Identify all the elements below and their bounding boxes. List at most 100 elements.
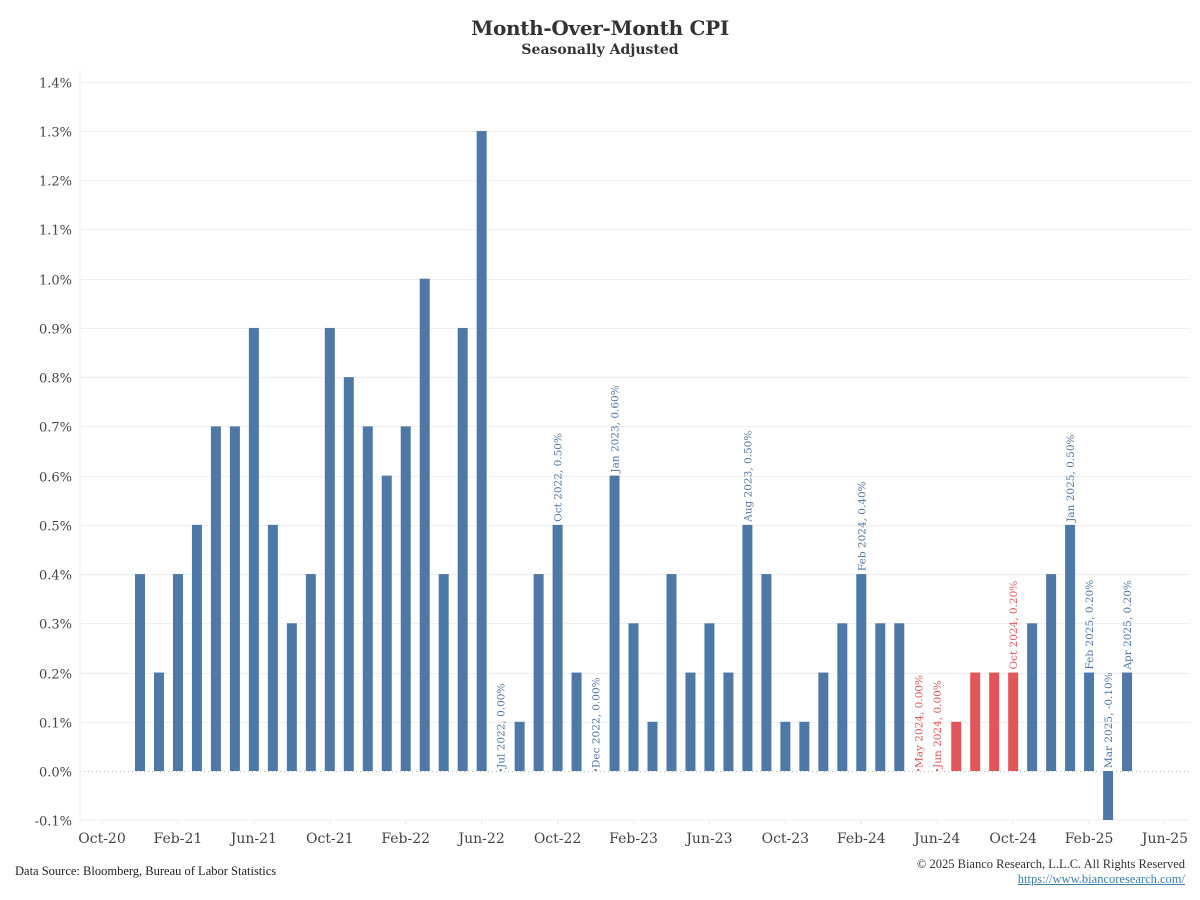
bar xyxy=(514,721,525,771)
bar xyxy=(780,721,791,771)
bar xyxy=(324,327,335,771)
x-tick-label: Jun-24 xyxy=(912,831,960,847)
bar xyxy=(742,524,753,771)
y-tick-label: 1.3% xyxy=(39,126,72,141)
bar xyxy=(457,327,468,771)
x-tick-label: Oct-24 xyxy=(989,831,1037,847)
data-label: Oct 2022, 0.50% xyxy=(553,433,565,522)
data-source: Data Source: Bloomberg, Bureau of Labor … xyxy=(15,864,277,878)
chart-subtitle: Seasonally Adjusted xyxy=(521,42,679,58)
bars xyxy=(134,131,1133,820)
bar xyxy=(761,574,772,771)
bar xyxy=(628,623,639,771)
bar xyxy=(191,524,202,771)
bar xyxy=(438,574,449,771)
y-tick-label: 0.7% xyxy=(39,421,72,436)
bar xyxy=(571,672,582,771)
bar xyxy=(989,672,1000,771)
y-tick-label: 0.0% xyxy=(39,766,72,781)
bar xyxy=(210,426,221,771)
data-label: Aug 2023, 0.50% xyxy=(742,431,754,523)
bar xyxy=(951,721,962,771)
bar xyxy=(1103,771,1114,820)
data-label: May 2024, 0.00% xyxy=(913,675,925,768)
bar xyxy=(1122,672,1133,771)
bar xyxy=(894,623,905,771)
bar xyxy=(134,574,145,771)
y-tick-label: 1.4% xyxy=(39,77,72,92)
bar xyxy=(1008,672,1019,771)
bar xyxy=(936,769,939,771)
bar xyxy=(286,623,297,771)
bar xyxy=(153,672,164,771)
y-tick-label: 0.9% xyxy=(39,323,72,338)
data-label: Jan 2023, 0.60% xyxy=(610,385,622,473)
bar xyxy=(799,721,810,771)
bar xyxy=(419,278,430,771)
gridlines xyxy=(80,82,1190,772)
bar xyxy=(400,426,411,771)
bar xyxy=(685,672,696,771)
y-tick-label: -0.1% xyxy=(35,815,72,830)
bar xyxy=(305,574,316,771)
data-label: Feb 2025, 0.20% xyxy=(1084,580,1096,670)
bar xyxy=(499,769,502,771)
bar xyxy=(666,574,677,771)
x-tick-label: Jun-21 xyxy=(229,831,277,847)
x-tick-label: Feb-23 xyxy=(609,831,658,847)
x-tick-label: Jun-25 xyxy=(1140,831,1188,847)
x-tick-label: Oct-20 xyxy=(78,831,126,847)
data-label: Jun 2024, 0.00% xyxy=(932,680,944,769)
bar xyxy=(818,672,829,771)
bar xyxy=(609,475,620,771)
bar xyxy=(917,769,920,771)
y-tick-label: 1.2% xyxy=(39,175,72,190)
data-label: Jan 2025, 0.50% xyxy=(1065,435,1077,523)
x-tick-label: Oct-21 xyxy=(306,831,354,847)
data-label: Dec 2022, 0.00% xyxy=(591,677,603,768)
x-tick-label: Feb-22 xyxy=(381,831,430,847)
y-tick-label: 0.6% xyxy=(39,471,72,486)
x-tick-label: Feb-24 xyxy=(837,831,886,847)
bar xyxy=(267,524,278,771)
bar xyxy=(647,721,658,771)
y-tick-label: 0.5% xyxy=(39,520,72,535)
x-tick-label: Oct-23 xyxy=(762,831,810,847)
website-link[interactable]: https://www.biancoresearch.com/ xyxy=(1017,872,1185,886)
bar xyxy=(1027,623,1038,771)
copyright: © 2025 Bianco Research, L.L.C. All Right… xyxy=(916,857,1185,871)
x-tick-label: Jun-22 xyxy=(457,831,505,847)
y-tick-label: 0.1% xyxy=(39,717,72,732)
bar xyxy=(533,574,544,771)
data-label: Feb 2024, 0.40% xyxy=(856,481,868,571)
bar xyxy=(594,769,597,771)
footer-credits: © 2025 Bianco Research, L.L.C. All Right… xyxy=(917,857,1185,887)
bar xyxy=(343,377,354,771)
y-tick-label: 0.3% xyxy=(39,618,72,633)
bar xyxy=(875,623,886,771)
data-labels: Jul 2022, 0.00% Oct 2022, 0.50% Dec 2022, … xyxy=(496,385,1134,769)
bar xyxy=(248,327,259,771)
bar xyxy=(229,426,240,771)
y-tick-label: 0.2% xyxy=(39,668,72,683)
bar xyxy=(1084,672,1095,771)
chart-title: Month-Over-Month CPI xyxy=(471,16,729,40)
y-axis: -0.1% 0.0% 0.1% 0.2% 0.3% 0.4% 0.5% 0.6% 0.7% 0.8… xyxy=(35,70,81,830)
x-tick-label: Jun-23 xyxy=(684,831,732,847)
bar xyxy=(476,131,487,771)
bar xyxy=(837,623,848,771)
x-tick-label: Oct-22 xyxy=(534,831,582,847)
bar xyxy=(856,574,867,771)
x-tick-label: Feb-25 xyxy=(1065,831,1114,847)
bar xyxy=(1065,524,1076,771)
bar xyxy=(723,672,734,771)
y-tick-label: 1.1% xyxy=(39,224,72,239)
data-label: Mar 2025, -0.10% xyxy=(1103,672,1115,768)
y-tick-label: 0.4% xyxy=(39,569,72,584)
data-label: Apr 2025, 0.20% xyxy=(1122,580,1134,670)
bar xyxy=(1046,574,1057,771)
y-tick-label: 1.0% xyxy=(39,274,72,289)
bar xyxy=(381,475,392,771)
data-label: Jul 2022, 0.00% xyxy=(496,684,508,769)
